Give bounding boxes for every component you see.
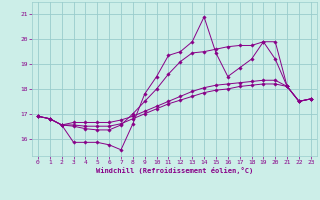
X-axis label: Windchill (Refroidissement éolien,°C): Windchill (Refroidissement éolien,°C) bbox=[96, 167, 253, 174]
